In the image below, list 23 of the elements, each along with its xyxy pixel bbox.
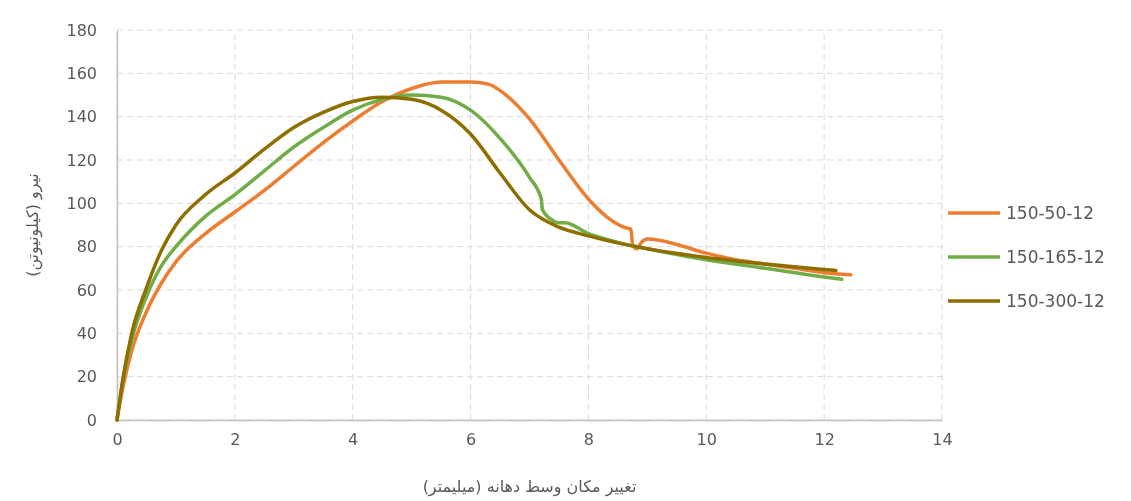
y-tick-label: 80 xyxy=(76,237,97,257)
y-tick-label: 60 xyxy=(76,280,97,300)
y-tick-label: 40 xyxy=(76,323,97,343)
y-tick-label: 180 xyxy=(66,20,97,40)
y-tick-label: 140 xyxy=(66,107,97,127)
x-tick-label: 6 xyxy=(465,430,477,450)
legend-label: 150-50-12 xyxy=(1006,203,1094,223)
x-tick-label: 14 xyxy=(932,430,953,450)
y-tick-label: 0 xyxy=(86,410,97,430)
x-tick-label: 12 xyxy=(814,430,835,450)
x-axis-title: تغییر مکان وسط دهانه (میلیمتر) xyxy=(422,477,637,497)
x-tick-label: 4 xyxy=(348,430,359,450)
y-tick-label: 160 xyxy=(66,63,97,83)
y-tick-label: 20 xyxy=(76,367,97,387)
x-tick-label: 10 xyxy=(696,430,717,450)
legend-label: 150-300-12 xyxy=(1006,291,1105,311)
legend-label: 150-165-12 xyxy=(1006,247,1105,267)
y-tick-label: 120 xyxy=(66,150,97,170)
y-tick-label: 100 xyxy=(66,193,97,213)
x-tick-label: 8 xyxy=(583,430,595,450)
x-tick-label: 0 xyxy=(112,430,123,450)
y-axis-title: نیرو (کیلونیوتن) xyxy=(23,173,43,277)
x-tick-label: 2 xyxy=(230,430,241,450)
